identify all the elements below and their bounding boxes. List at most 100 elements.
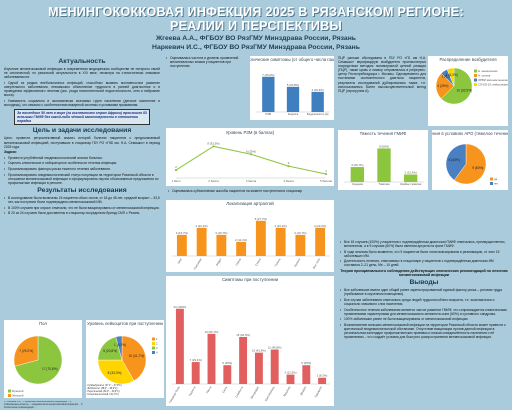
- data-point: [287, 165, 290, 168]
- bar-value-label: 2 (11,1%): [235, 238, 247, 242]
- poster-header: МЕНИНГОКОККОВАЯ ИНФЕКЦИЯ 2025 В РЯЗАНСКО…: [0, 0, 512, 56]
- task-item: Провести углублённый эпидемиологический …: [4, 156, 160, 160]
- bar-category-label: Голень: [274, 257, 282, 267]
- author-1: Жгеева А.А., ФГБОУ ВО РязГМУ Минздрава Р…: [156, 35, 356, 42]
- bar: [270, 349, 279, 384]
- severity-bar-svg: Тяжесть течения ГМИФ 4 (26,7%) Средняя 9 (6…: [344, 131, 424, 186]
- chart-title: Уровень РЗМ (в баллах): [226, 130, 275, 135]
- bar-value-label: 16 (66,7%): [205, 330, 219, 334]
- point-label: 3: [288, 161, 290, 165]
- temp-item: - Пиретический (39,0° – 40,9°С): [86, 390, 120, 393]
- bar-value-label: 4 (16,6%): [312, 88, 324, 92]
- icu-pie-svg: Нахождения в условиях АРО (тяжелое течен…: [432, 131, 508, 186]
- bar: [262, 76, 275, 112]
- chart-title: Нахождения в условиях АРО (тяжелое течен…: [432, 131, 508, 136]
- chart-title: Неврологические симптомы (от общего числ…: [250, 57, 334, 62]
- slice-label: 1 (6,3%): [446, 73, 458, 77]
- bar-value-label: 7 (29,2%): [262, 73, 274, 77]
- bar: [239, 337, 248, 384]
- references: 1. Смирнов А.В. ...Поражение менингококк…: [4, 401, 84, 409]
- bar-value-label: 6 (25%): [222, 361, 232, 365]
- results-heading: Результаты исследования: [37, 186, 127, 194]
- legend-label: Н. гриппа: [478, 74, 491, 78]
- bar-value-label: 15 (62,5%): [236, 333, 250, 337]
- theory-heading: Теория принципиального соблюдения действ…: [340, 269, 508, 278]
- result-item: В исследование были включены 24 пациента…: [4, 196, 160, 204]
- pie-slice: [14, 335, 63, 385]
- bar-value-label: 3 (16,7%): [215, 231, 227, 235]
- legend-swatch: [8, 394, 11, 397]
- slice-label: 5 (20,8%): [103, 349, 117, 353]
- aim-text: Цель: провести ретроспективный анализ ис…: [4, 136, 160, 149]
- temp-item: - Гиперпиретический (>41,0°С): [86, 393, 119, 396]
- relevance-heading: Актуальность: [58, 58, 106, 65]
- bar-category-label: Поясница: [193, 257, 203, 270]
- slice-label: 4 (25%): [437, 84, 448, 88]
- legend-swatch: [474, 78, 477, 82]
- bar-category-label: Шея: [176, 257, 183, 264]
- chart-sex: Пол 17 (70,8%) 7 (29,2%) Мужской Женский: [4, 320, 82, 398]
- bar: [223, 365, 232, 384]
- bar-category-label: Слабость: [234, 385, 244, 398]
- task-item: Проанализировать факторы риска тяжелого …: [4, 167, 160, 171]
- x-tick-label: 3 балла: [246, 179, 257, 183]
- col2-bullet-2: Оценивались субъективные жалобы пациенто…: [168, 189, 332, 193]
- relevance-p2: • Одной из редких внебольничных инфекций…: [4, 80, 160, 98]
- result-item: В 20 из 24 случаев были доставлены в ста…: [4, 211, 160, 215]
- slice-label: 17 (70,8%): [42, 367, 58, 371]
- chart-leuko: Уровень лейкоцитов при поступлении 10 (41…: [86, 320, 164, 398]
- bar: [286, 374, 295, 384]
- pie-slice: [115, 335, 123, 361]
- bar: [350, 167, 364, 182]
- chart-rzm: Уровень РЗМ (в баллах) 2 1 балл 8 (33,3%) 2 …: [166, 128, 334, 186]
- x-tick-label: 2 балла: [208, 179, 219, 183]
- legend-label: нет: [494, 182, 499, 186]
- legend-label: 1: [156, 337, 158, 341]
- col3-findings: Все 15 случаев (100%) у пациентов с подт…: [340, 240, 508, 341]
- pie-slice: [13, 335, 39, 367]
- bar: [255, 220, 266, 256]
- chart-neuro: Неврологические симптомы (от общего числ…: [250, 56, 334, 120]
- bar-value-label: 9 (60%): [379, 144, 389, 148]
- conclusion-item: Все заболевшие имели один общий ранее за…: [340, 288, 508, 296]
- bar-category-label: Средняя: [352, 182, 364, 186]
- legend-swatch: [152, 346, 155, 350]
- x-tick-label: 5 баллов: [320, 179, 332, 183]
- slice-label: 10 (62,5%): [457, 88, 473, 92]
- task-item: Проанализировать эпидемиологический стат…: [4, 173, 160, 185]
- data-point: [174, 168, 178, 172]
- bar: [404, 174, 418, 182]
- authors: Жгеева А.А., ФГБОУ ВО РязГМУ Минздрава Р…: [0, 35, 512, 52]
- legend-label: Мужской: [12, 389, 24, 393]
- chart-title: Уровень лейкоцитов при поступлении: [87, 321, 163, 326]
- point-label: 8 (33,3%): [207, 141, 219, 145]
- bar-category-label: Бедро: [215, 257, 223, 266]
- bar-value-label: 4 (26,7%): [351, 163, 363, 167]
- col2-bullet-2-wrap: Оценивались субъективные жалобы пациенто…: [168, 189, 332, 195]
- title-line-2: РЕАЛИИ И ПЕРСПЕКТИВЫ: [169, 19, 343, 33]
- tasks-label: Задачи:: [4, 150, 17, 155]
- conclusion-item: 100% заболевших ранее не были вакциниров…: [340, 317, 508, 321]
- slice-label: 1 (4,2%): [114, 343, 126, 347]
- bar: [311, 91, 324, 112]
- chart-title: Тяжесть течения ГМИФ: [360, 131, 408, 136]
- conclusion-item: Все случаи заболевания отмечались среди …: [340, 298, 508, 306]
- bar-category-label: Рвота: [205, 385, 212, 394]
- bar-value-label: 7 (29,1%): [190, 358, 202, 362]
- chart-symptoms: Симптомы при поступлении 24 (100%) Головна…: [166, 276, 334, 406]
- legend-swatch: [490, 182, 493, 185]
- conclusion-item: Возникновение вспышек менингококковой ин…: [340, 323, 508, 339]
- legend-swatch: [490, 177, 493, 181]
- legend-swatch: [474, 74, 477, 77]
- bar-value-label: 24 (100%): [173, 305, 186, 309]
- legend-swatch: [152, 351, 155, 354]
- title-line-1: МЕНИНГОКОККОВАЯ ИНФЕКЦИЯ 2025 В РЯЗАНСКО…: [48, 5, 464, 19]
- bar-value-label: 3 (16,7%): [176, 231, 188, 235]
- bar-category-label: РЗМ: [265, 112, 271, 116]
- bar: [191, 362, 200, 384]
- data-point: [249, 153, 253, 156]
- bar-value-label: 4 (22,2%): [314, 224, 326, 228]
- legend-swatch: [474, 69, 477, 73]
- finding-item: Все 15 случаев (100%) у пациентов с подт…: [340, 240, 508, 248]
- bar-value-label: 2 (13,3%): [405, 171, 417, 175]
